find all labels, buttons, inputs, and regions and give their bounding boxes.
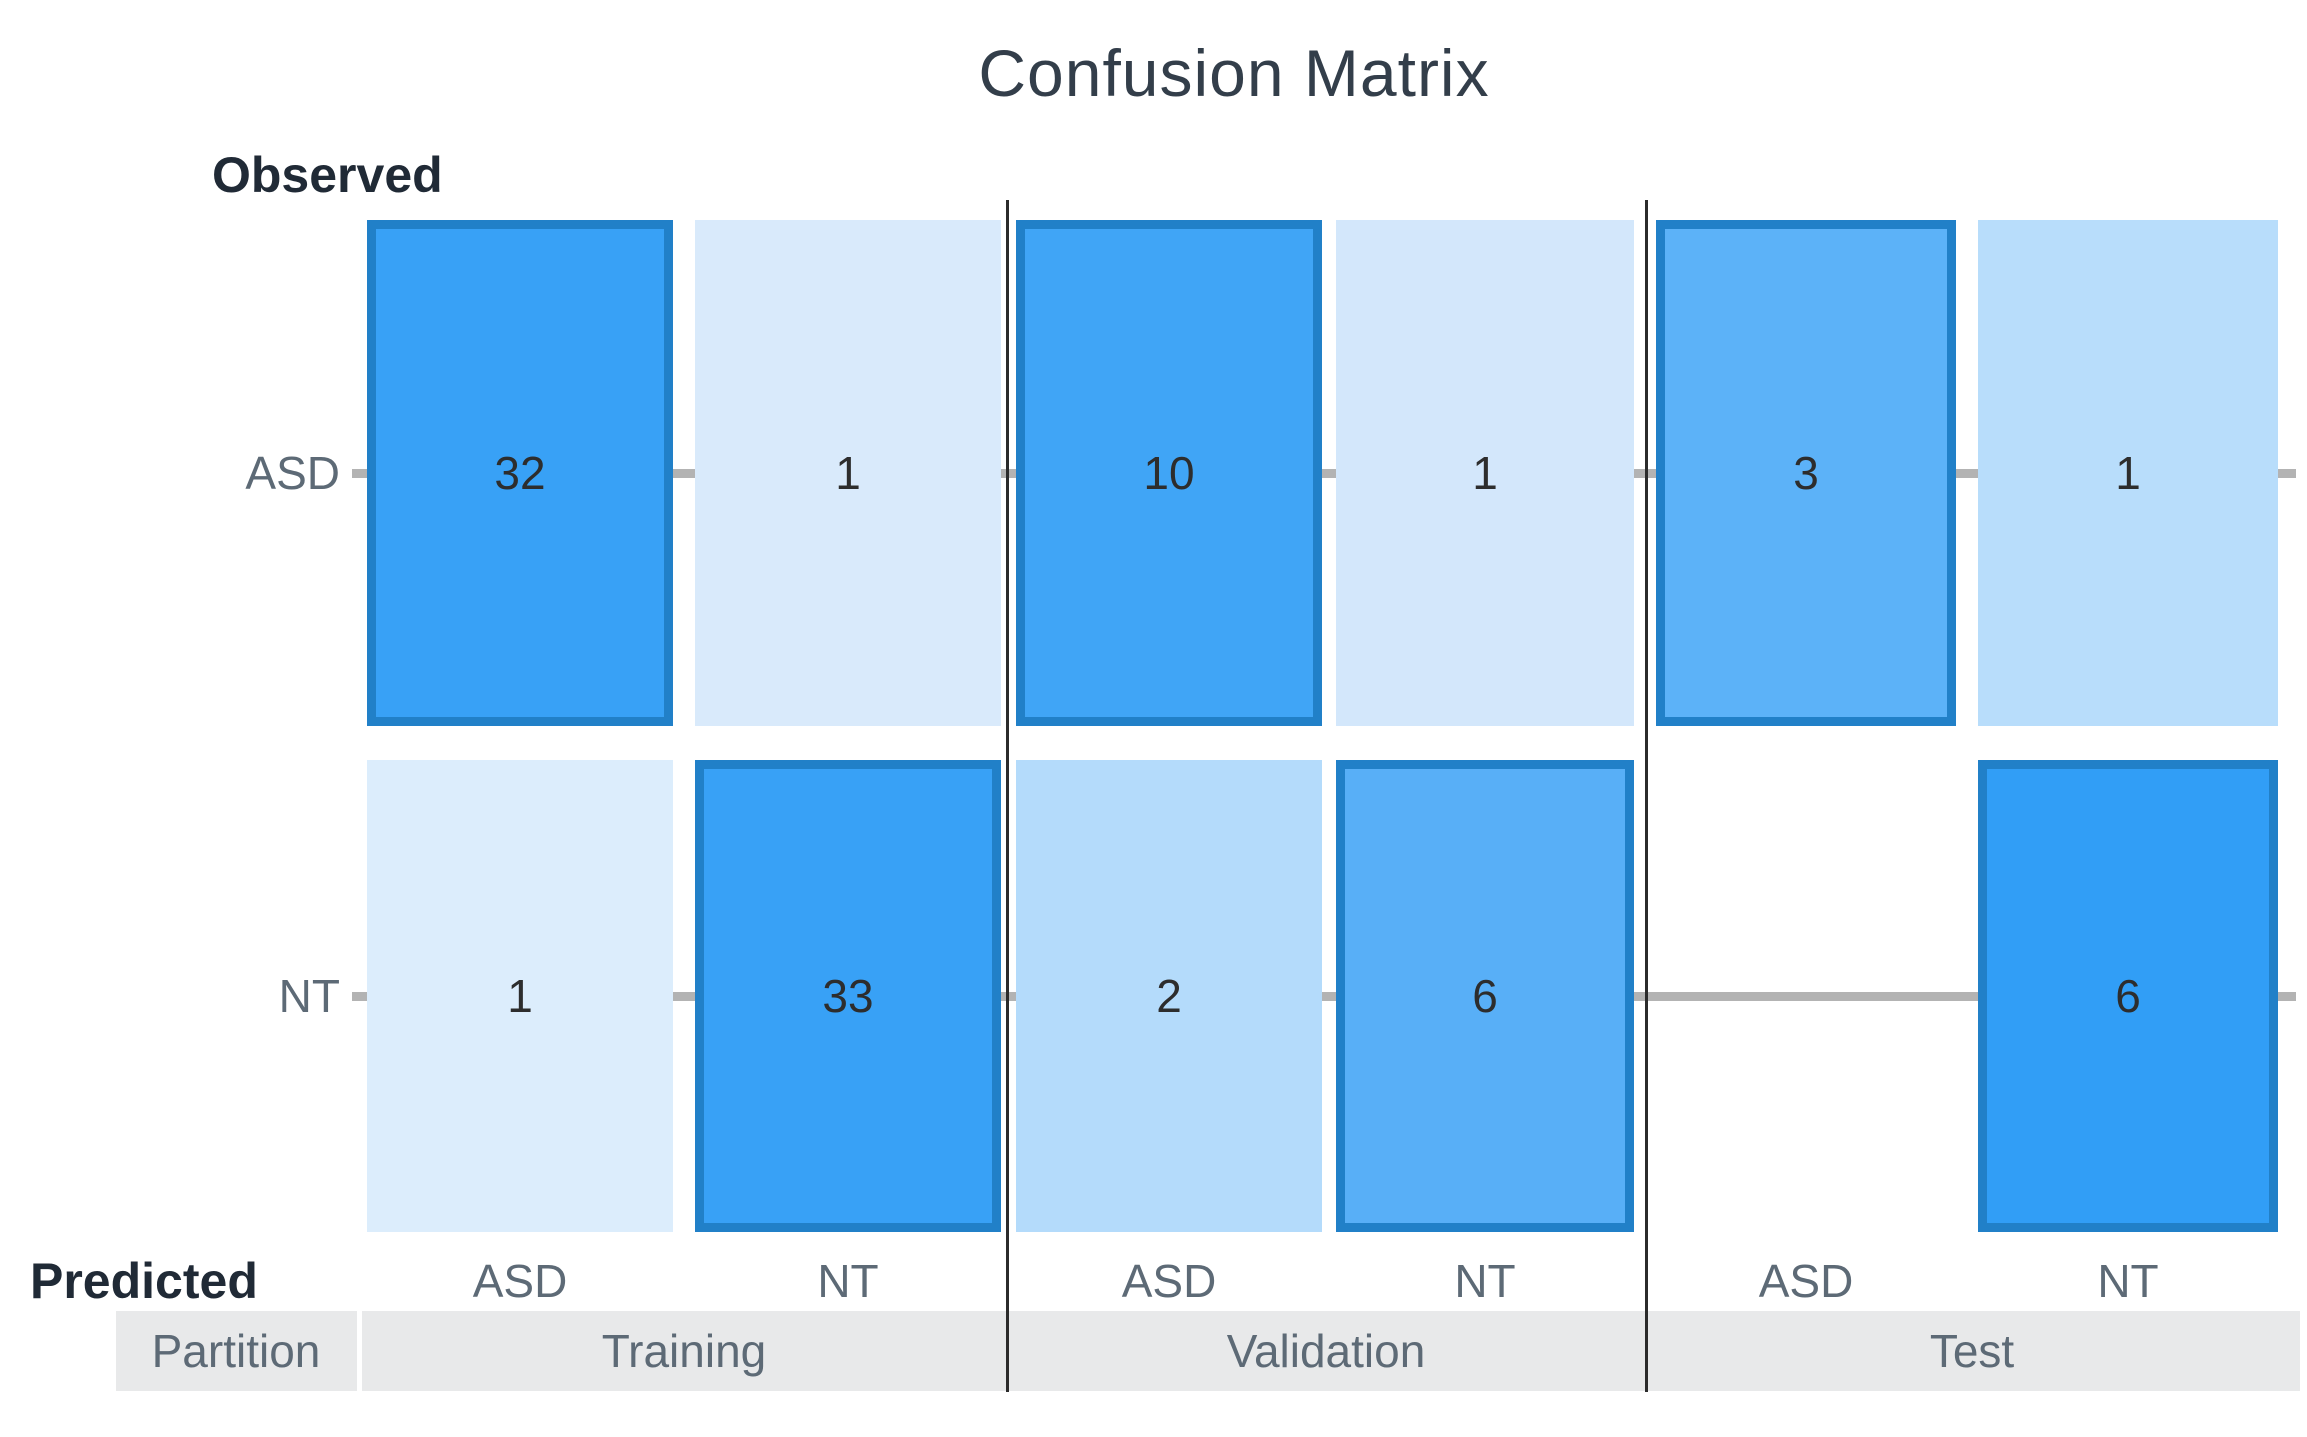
cell-value-validation-observed-asd-predicted-asd: 10: [1143, 447, 1195, 499]
col-label-2-asd: ASD: [1121, 1255, 1217, 1307]
cell-value-validation-observed-nt-predicted-nt: 6: [1472, 970, 1498, 1022]
cell-value-training-observed-asd-predicted-asd: 32: [494, 447, 546, 499]
partition-axis-label: Partition: [151, 1325, 321, 1377]
cell-validation-observed-asd-predicted-asd[interactable]: [1016, 220, 1322, 726]
partition-label-validation: Validation: [1226, 1325, 1426, 1377]
chart-title: Confusion Matrix: [978, 36, 1490, 110]
cell-value-test-observed-asd-predicted-nt: 1: [2115, 447, 2141, 499]
col-label-5-nt: NT: [2097, 1255, 2159, 1307]
partition-label-training: Training: [601, 1325, 767, 1377]
partition-band-divider: [357, 1311, 362, 1391]
partition-separator-line-2: [1645, 200, 1648, 1392]
cell-training-observed-nt-predicted-asd[interactable]: [367, 760, 673, 1232]
cell-value-training-observed-nt-predicted-nt: 33: [822, 970, 874, 1022]
col-label-4-asd: ASD: [1758, 1255, 1854, 1307]
cell-value-test-observed-asd-predicted-asd: 3: [1793, 447, 1819, 499]
cell-test-observed-asd-predicted-asd[interactable]: [1656, 220, 1956, 726]
x-axis-title: Predicted: [30, 1253, 258, 1309]
cell-training-observed-asd-predicted-nt[interactable]: [695, 220, 1001, 726]
row-label-asd: ASD: [245, 447, 340, 499]
col-label-1-nt: NT: [817, 1255, 879, 1307]
cell-value-validation-observed-nt-predicted-asd: 2: [1156, 970, 1182, 1022]
cell-validation-observed-nt-predicted-nt[interactable]: [1336, 760, 1634, 1232]
cell-value-training-observed-asd-predicted-nt: 1: [835, 447, 861, 499]
col-label-3-nt: NT: [1454, 1255, 1516, 1307]
partition-band: [116, 1311, 2300, 1391]
cell-test-observed-nt-predicted-nt[interactable]: [1978, 760, 2278, 1232]
col-label-0-asd: ASD: [472, 1255, 568, 1307]
y-axis-title: Observed: [212, 147, 443, 203]
row-label-nt: NT: [278, 970, 340, 1022]
cell-value-training-observed-nt-predicted-asd: 1: [507, 970, 533, 1022]
partition-separator-line-1: [1006, 200, 1009, 1392]
cell-validation-observed-nt-predicted-asd[interactable]: [1016, 760, 1322, 1232]
cell-training-observed-nt-predicted-nt[interactable]: [695, 760, 1001, 1232]
cell-value-validation-observed-asd-predicted-nt: 1: [1472, 447, 1498, 499]
observed-asd-row-gridline: [352, 468, 2296, 478]
cell-training-observed-asd-predicted-asd[interactable]: [367, 220, 673, 726]
cell-validation-observed-asd-predicted-nt[interactable]: [1336, 220, 1634, 726]
cell-value-test-observed-nt-predicted-nt: 6: [2115, 970, 2141, 1022]
cell-test-observed-asd-predicted-nt[interactable]: [1978, 220, 2278, 726]
partition-label-test: Test: [1929, 1325, 2015, 1377]
observed-nt-row-gridline: [352, 991, 2296, 1001]
